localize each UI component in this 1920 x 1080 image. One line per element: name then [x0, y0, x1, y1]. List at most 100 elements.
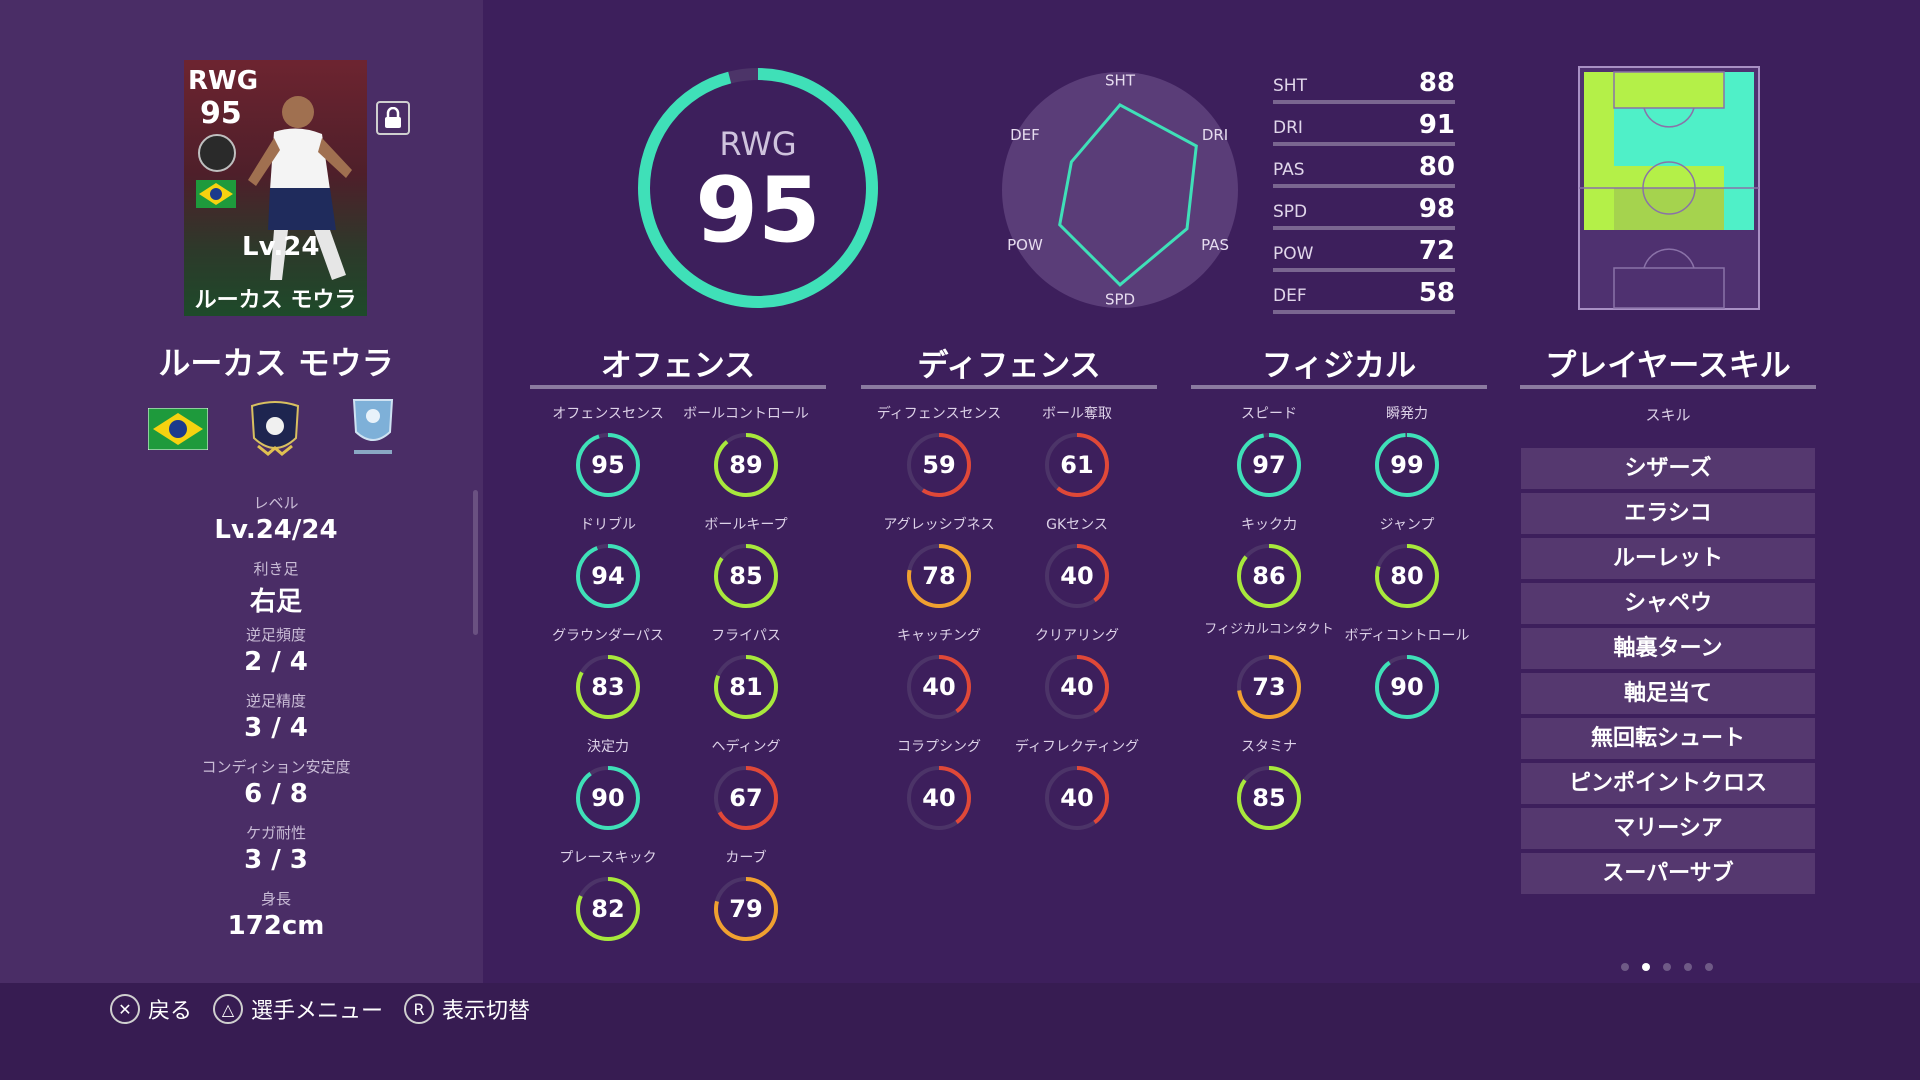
skills-header: スキル: [1645, 406, 1691, 424]
attribute-item: ディフレクティング 40: [1007, 739, 1147, 831]
skill-item[interactable]: ピンポイントクロス: [1521, 763, 1815, 804]
attribute-item: キック力 86: [1199, 517, 1339, 609]
stats-radar-chart: SHT DRI PAS SPD POW DEF: [1002, 71, 1238, 309]
skill-item[interactable]: 軸裏ターン: [1521, 628, 1815, 669]
league-emblem-icon[interactable]: [350, 396, 396, 460]
attribute-value: 67: [729, 784, 763, 812]
radar-label-def: DEF: [1010, 126, 1040, 144]
skill-item[interactable]: 無回転シュート: [1521, 718, 1815, 759]
info-item: コンディション安定度 6 / 8: [180, 756, 372, 809]
summary-stat-label: SPD: [1273, 202, 1308, 222]
skill-item[interactable]: シザーズ: [1521, 448, 1815, 489]
cross-button-icon: ✕: [110, 994, 140, 1024]
overall-position: RWG: [719, 125, 797, 163]
control-hint[interactable]: △ 選手メニュー: [213, 990, 383, 1028]
attribute-item: ボール奪取 61: [1007, 406, 1147, 498]
attribute-item: コラプシング 40: [869, 739, 1009, 831]
section-title: ディフェンス: [917, 348, 1101, 384]
control-hints-bar: [0, 983, 1920, 1080]
attribute-gauge: 40: [906, 765, 972, 831]
summary-stat-label: DRI: [1273, 118, 1303, 138]
attribute-gauge-arc: [1045, 544, 1109, 608]
skill-item[interactable]: ルーレット: [1521, 538, 1815, 579]
attribute-gauge: 59: [906, 432, 972, 498]
attribute-value: 85: [1252, 784, 1286, 812]
attribute-gauge: 85: [1236, 765, 1302, 831]
attribute-gauge: 97: [1236, 432, 1302, 498]
section-rule: [1191, 385, 1487, 389]
summary-stat-bar: [1273, 184, 1455, 188]
attribute-gauge: 79: [713, 876, 779, 942]
summary-stat-bar: [1273, 226, 1455, 230]
skill-item[interactable]: 軸足当て: [1521, 673, 1815, 714]
attribute-value: 59: [922, 451, 956, 479]
attribute-item: GKセンス 40: [1007, 517, 1147, 609]
attribute-gauge-arc: [1375, 655, 1439, 719]
attribute-gauge-arc: [1045, 766, 1109, 830]
team-emblem-icon[interactable]: [244, 398, 306, 460]
control-hint[interactable]: R 表示切替: [404, 990, 530, 1028]
radar-label-dri: DRI: [1202, 126, 1228, 144]
info-value: 2 / 4: [244, 647, 308, 677]
attribute-item: ディフェンスセンス 59: [869, 406, 1009, 498]
attribute-label: ディフレクティング: [1014, 739, 1140, 755]
radar-label-pas: PAS: [1201, 236, 1229, 254]
attribute-gauge-arc: [907, 544, 971, 608]
attribute-gauge-arc: [1237, 433, 1301, 497]
attribute-value: 79: [729, 895, 763, 923]
radar-shape: [1058, 103, 1198, 287]
attribute-value: 90: [1390, 673, 1424, 701]
attribute-value: 81: [729, 673, 763, 701]
attribute-value: 86: [1252, 562, 1286, 590]
skill-item[interactable]: シャペウ: [1521, 583, 1815, 624]
attribute-label: ヘディング: [711, 739, 781, 755]
control-hint[interactable]: ✕ 戻る: [110, 990, 192, 1028]
overall-rating: 95: [695, 158, 821, 263]
page-dot[interactable]: [1684, 963, 1692, 971]
attribute-label: グラウンダーパス: [552, 628, 664, 644]
attribute-gauge: 67: [713, 765, 779, 831]
summary-stat-bar: [1273, 142, 1455, 146]
attribute-gauge-arc: [1237, 655, 1301, 719]
skill-item[interactable]: マリーシア: [1521, 808, 1815, 849]
page-dot[interactable]: [1642, 963, 1650, 971]
attribute-item: フィジカルコンタクト 73: [1199, 622, 1339, 720]
card-level: Lv.24: [242, 232, 320, 262]
lock-icon[interactable]: [376, 101, 410, 135]
player-card[interactable]: RWG 95 Lv.24 ルーカス モウラ: [184, 60, 367, 316]
attribute-value: 40: [1060, 562, 1094, 590]
card-position: RWG: [188, 66, 259, 96]
attribute-label: フライパス: [711, 628, 781, 644]
info-scrollbar[interactable]: [473, 490, 478, 635]
summary-stat-label: PAS: [1273, 160, 1305, 180]
page-dot[interactable]: [1621, 963, 1629, 971]
summary-stat-bar: [1273, 310, 1455, 314]
attribute-value: 83: [591, 673, 625, 701]
attribute-gauge-arc: [1375, 544, 1439, 608]
page-dot[interactable]: [1663, 963, 1671, 971]
skill-item[interactable]: エラシコ: [1521, 493, 1815, 534]
attribute-gauge-arc: [907, 655, 971, 719]
info-value: Lv.24/24: [214, 515, 338, 545]
attribute-item: ボディコントロール 90: [1337, 628, 1477, 720]
attribute-item: ジャンプ 80: [1337, 517, 1477, 609]
attribute-value: 73: [1252, 673, 1286, 701]
attribute-gauge: 95: [575, 432, 641, 498]
brazil-flag-icon: [196, 180, 236, 208]
attribute-label: GKセンス: [1046, 517, 1108, 533]
attribute-label: ジャンプ: [1379, 517, 1435, 533]
info-item: ケガ耐性 3 / 3: [180, 822, 372, 875]
info-item: レベル Lv.24/24: [180, 492, 372, 545]
attribute-gauge-arc: [1045, 433, 1109, 497]
skill-item[interactable]: スーパーサブ: [1521, 853, 1815, 894]
info-item: 逆足頻度 2 / 4: [180, 624, 372, 677]
page-dot[interactable]: [1705, 963, 1713, 971]
radar-label-spd: SPD: [1105, 291, 1135, 309]
info-value: 3 / 3: [244, 845, 308, 875]
attribute-label: フィジカルコンタクト: [1204, 622, 1334, 637]
attribute-label: 決定力: [587, 739, 629, 755]
attribute-item: スピード 97: [1199, 406, 1339, 498]
summary-stat-row: SHT 88: [1273, 66, 1455, 104]
attribute-label: ドリブル: [580, 517, 636, 533]
attribute-value: 94: [591, 562, 625, 590]
